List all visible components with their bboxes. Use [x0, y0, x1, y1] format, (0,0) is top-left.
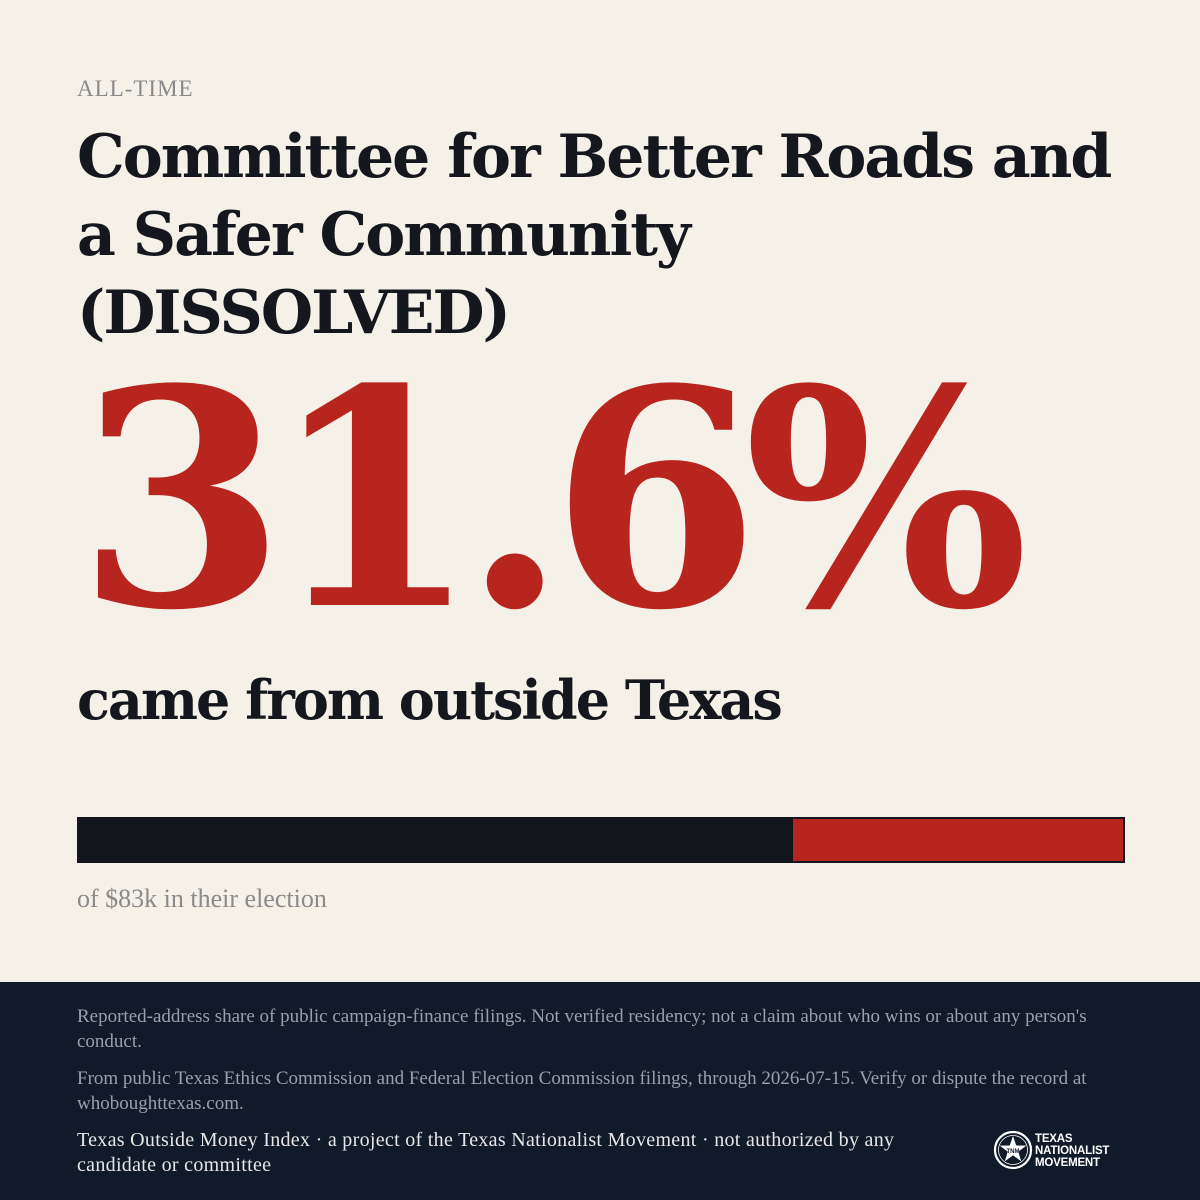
source-note: From public Texas Ethics Commission and … — [77, 1068, 1087, 1114]
attribution-note: Texas Outside Money Index · a project of… — [77, 1129, 895, 1176]
headline-caption: came from outside Texas — [77, 668, 783, 732]
tnm-logo: TNM TEXAS NATIONALIST MOVEMENT — [993, 1130, 1133, 1174]
logo-line-3: MOVEMENT — [1035, 1157, 1100, 1169]
disclaimer-note: Reported-address share of public campaig… — [77, 1006, 1087, 1052]
period-label: ALL-TIME — [77, 76, 194, 101]
tnm-logo-wordmark: TEXAS NATIONALIST MOVEMENT — [1035, 1133, 1109, 1169]
star-seal-icon: TNM — [993, 1130, 1033, 1170]
headline-percentage: 31.6% — [77, 323, 1029, 676]
logo-line-1: TEXAS — [1035, 1133, 1073, 1145]
election-total-text: of $83k in their election — [77, 884, 327, 913]
committee-title: Committee for Better Roads and a Safer C… — [77, 122, 1112, 348]
logo-line-2: NATIONALIST — [1035, 1145, 1110, 1157]
share-bar — [77, 817, 1125, 863]
election-total: of $83k in their election — [77, 884, 327, 914]
footer: Reported-address share of public campaig… — [0, 982, 1200, 1200]
svg-text:TNM: TNM — [1007, 1149, 1020, 1155]
share-bar-outside-fill — [793, 819, 1123, 861]
